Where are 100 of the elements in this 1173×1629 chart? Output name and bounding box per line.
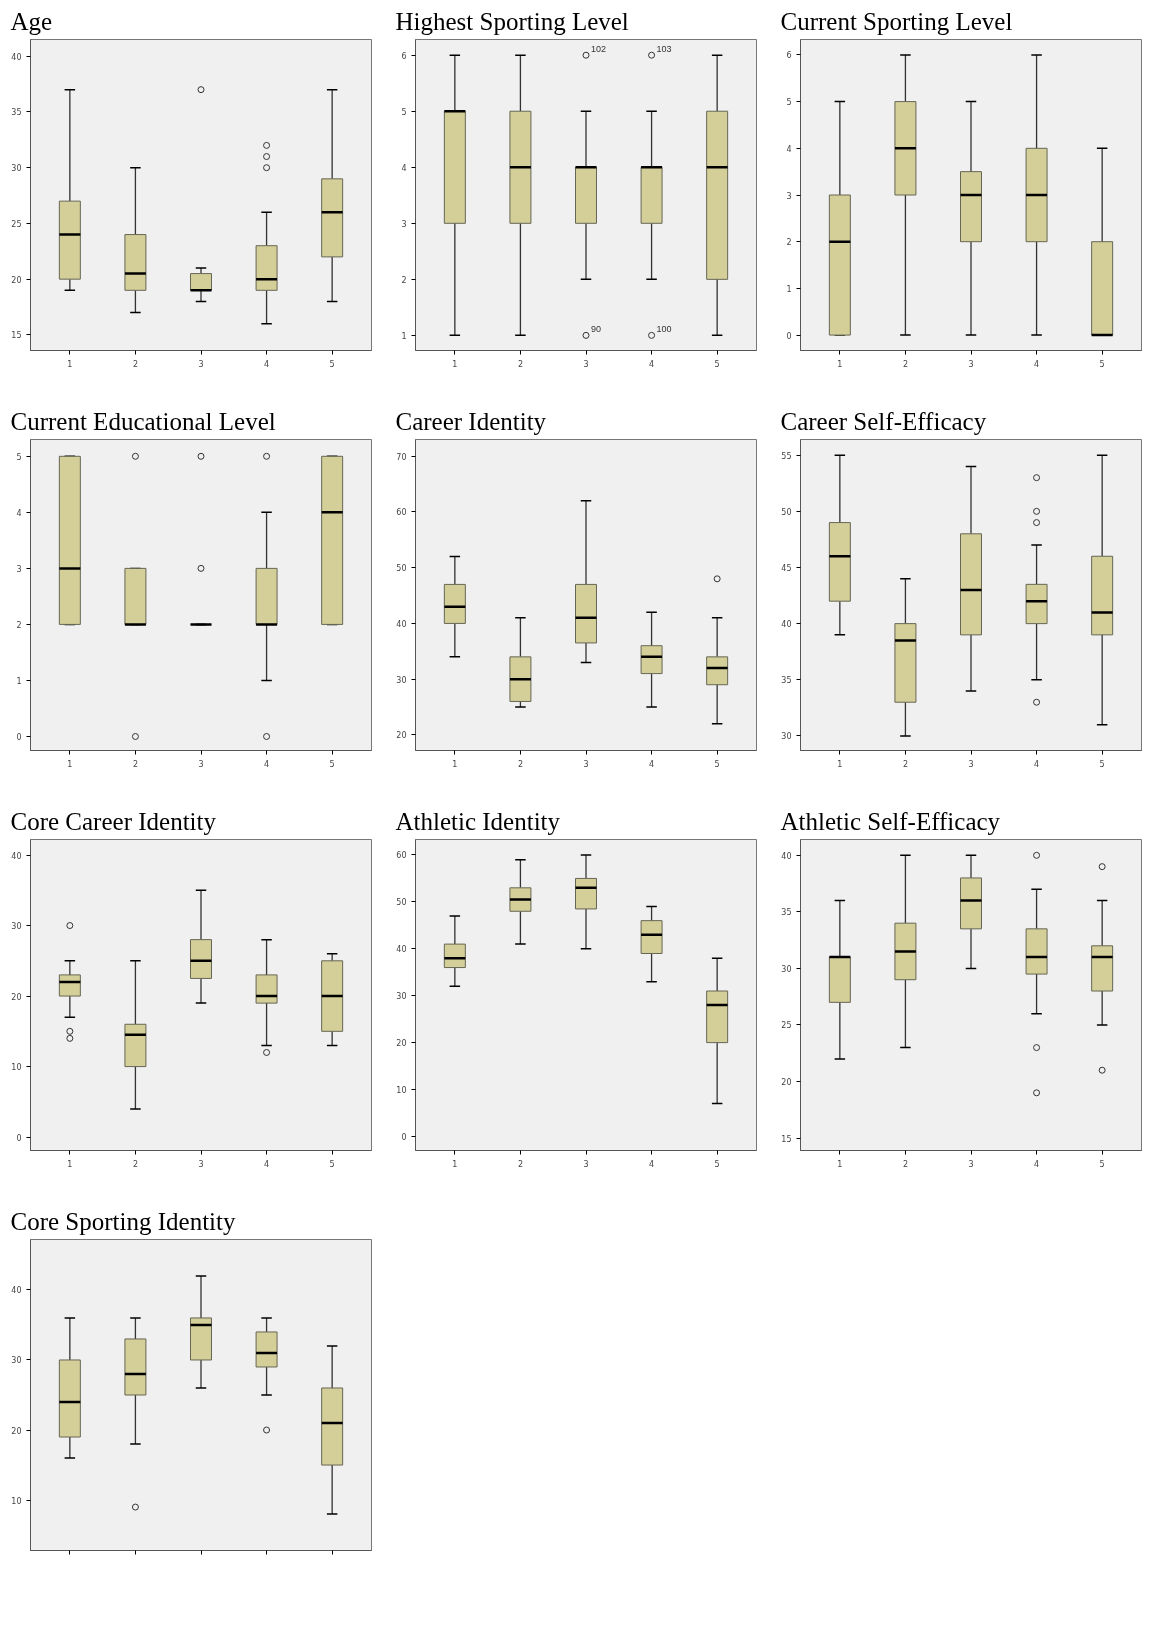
x-tick-label: 3 xyxy=(198,759,204,769)
y-tick-label: 20 xyxy=(11,1426,22,1436)
y-tick-label: 15 xyxy=(11,331,22,341)
y-tick-label: 4 xyxy=(786,144,792,154)
y-tick-label: 40 xyxy=(781,851,792,861)
y-tick-label: 10 xyxy=(11,1496,22,1506)
y-tick-label: 5 xyxy=(16,452,22,462)
x-tick-label: 5 xyxy=(329,759,335,769)
y-tick-label: 40 xyxy=(11,1286,22,1296)
y-tick-label: 30 xyxy=(781,964,792,974)
x-tick-label: 5 xyxy=(1099,759,1105,769)
x-tick-label: 4 xyxy=(649,759,655,769)
y-tick-label: 50 xyxy=(396,564,407,574)
x-tick-label: 2 xyxy=(902,1159,908,1169)
y-tick-label: 0 xyxy=(16,1133,22,1143)
y-tick-label: 40 xyxy=(11,851,22,861)
y-tick-label: 50 xyxy=(396,898,407,908)
y-tick-label: 4 xyxy=(401,163,407,173)
x-tick-label: 1 xyxy=(837,759,843,769)
x-tick-label: 5 xyxy=(714,759,720,769)
chart-title: Core Career Identity xyxy=(10,807,217,835)
x-tick-label: 2 xyxy=(517,359,523,369)
y-tick-label: 5 xyxy=(401,107,407,117)
y-tick-label: 10 xyxy=(396,1086,407,1096)
y-tick-label: 35 xyxy=(781,676,792,686)
x-tick-label: 4 xyxy=(264,759,270,769)
y-tick-label: 2 xyxy=(401,275,407,285)
y-tick-label: 30 xyxy=(11,1356,22,1366)
x-tick-label: 3 xyxy=(198,359,204,369)
y-tick-label: 60 xyxy=(396,851,407,861)
annotation: 100 xyxy=(656,324,672,335)
y-tick-label: 20 xyxy=(11,992,22,1002)
y-tick-label: 4 xyxy=(16,508,22,518)
x-tick-label: 2 xyxy=(132,1159,138,1169)
y-tick-label: 25 xyxy=(781,1021,792,1031)
y-tick-label: 1 xyxy=(401,331,407,341)
x-tick-label: 5 xyxy=(1099,359,1105,369)
y-tick-label: 35 xyxy=(11,108,22,118)
y-tick-label: 25 xyxy=(11,219,22,229)
x-tick-label: 5 xyxy=(329,359,335,369)
annotation: 102 xyxy=(591,44,607,55)
y-tick-label: 3 xyxy=(16,564,22,574)
x-tick-label: 3 xyxy=(583,359,589,369)
x-tick-label: 1 xyxy=(837,359,843,369)
y-tick-label: 60 xyxy=(396,508,407,518)
x-tick-label: 1 xyxy=(837,1159,843,1169)
x-tick-label: 3 xyxy=(583,1159,589,1169)
chart-title: Age xyxy=(10,7,53,35)
x-tick-label: 4 xyxy=(1034,1159,1040,1169)
y-tick-label: 30 xyxy=(11,922,22,932)
x-tick-label: 4 xyxy=(649,1159,655,1169)
y-tick-label: 1 xyxy=(786,284,792,294)
chart-title: Athletic Self-Efficacy xyxy=(780,807,1001,835)
chart-title: Current Educational Level xyxy=(10,407,276,435)
chart-title: Highest Sporting Level xyxy=(395,7,629,35)
y-tick-label: 40 xyxy=(396,619,407,629)
chart-title: Career Self-Efficacy xyxy=(780,407,987,435)
y-tick-label: 30 xyxy=(396,675,407,685)
x-tick-label: 1 xyxy=(67,759,73,769)
y-tick-label: 50 xyxy=(781,507,792,517)
x-tick-label: 1 xyxy=(452,759,458,769)
y-tick-label: 3 xyxy=(786,191,792,201)
y-tick-label: 40 xyxy=(396,945,407,955)
y-tick-label: 0 xyxy=(16,732,22,742)
x-tick-label: 4 xyxy=(1034,359,1040,369)
x-tick-label: 4 xyxy=(264,1159,270,1169)
annotation: 90 xyxy=(591,324,602,335)
y-tick-label: 0 xyxy=(786,331,792,341)
y-tick-label: 30 xyxy=(396,992,407,1002)
x-tick-label: 4 xyxy=(649,359,655,369)
x-tick-label: 3 xyxy=(583,759,589,769)
y-tick-label: 55 xyxy=(781,451,792,461)
x-tick-label: 2 xyxy=(902,359,908,369)
x-tick-label: 1 xyxy=(452,1159,458,1169)
x-tick-label: 2 xyxy=(132,359,138,369)
x-tick-label: 5 xyxy=(714,359,720,369)
y-tick-label: 6 xyxy=(401,51,407,61)
chart-title: Career Identity xyxy=(395,407,547,435)
y-tick-label: 0 xyxy=(401,1132,407,1142)
y-tick-label: 20 xyxy=(396,731,407,741)
x-tick-label: 2 xyxy=(517,759,523,769)
x-tick-label: 5 xyxy=(329,1159,335,1169)
y-tick-label: 6 xyxy=(786,51,792,61)
y-tick-label: 2 xyxy=(16,620,22,630)
chart-title: Core Sporting Identity xyxy=(10,1207,236,1235)
annotation: 103 xyxy=(656,44,672,55)
x-tick-label: 1 xyxy=(452,359,458,369)
y-tick-label: 30 xyxy=(781,732,792,742)
x-tick-label: 2 xyxy=(902,759,908,769)
y-tick-label: 15 xyxy=(781,1134,792,1144)
x-tick-label: 4 xyxy=(264,359,270,369)
x-tick-label: 5 xyxy=(1099,1159,1105,1169)
y-tick-label: 20 xyxy=(11,275,22,285)
y-tick-label: 10 xyxy=(11,1063,22,1073)
chart-title: Current Sporting Level xyxy=(780,7,1013,35)
y-tick-label: 30 xyxy=(11,164,22,174)
x-tick-label: 2 xyxy=(517,1159,523,1169)
x-tick-label: 5 xyxy=(714,1159,720,1169)
x-tick-label: 3 xyxy=(968,759,974,769)
y-tick-label: 70 xyxy=(396,452,407,462)
